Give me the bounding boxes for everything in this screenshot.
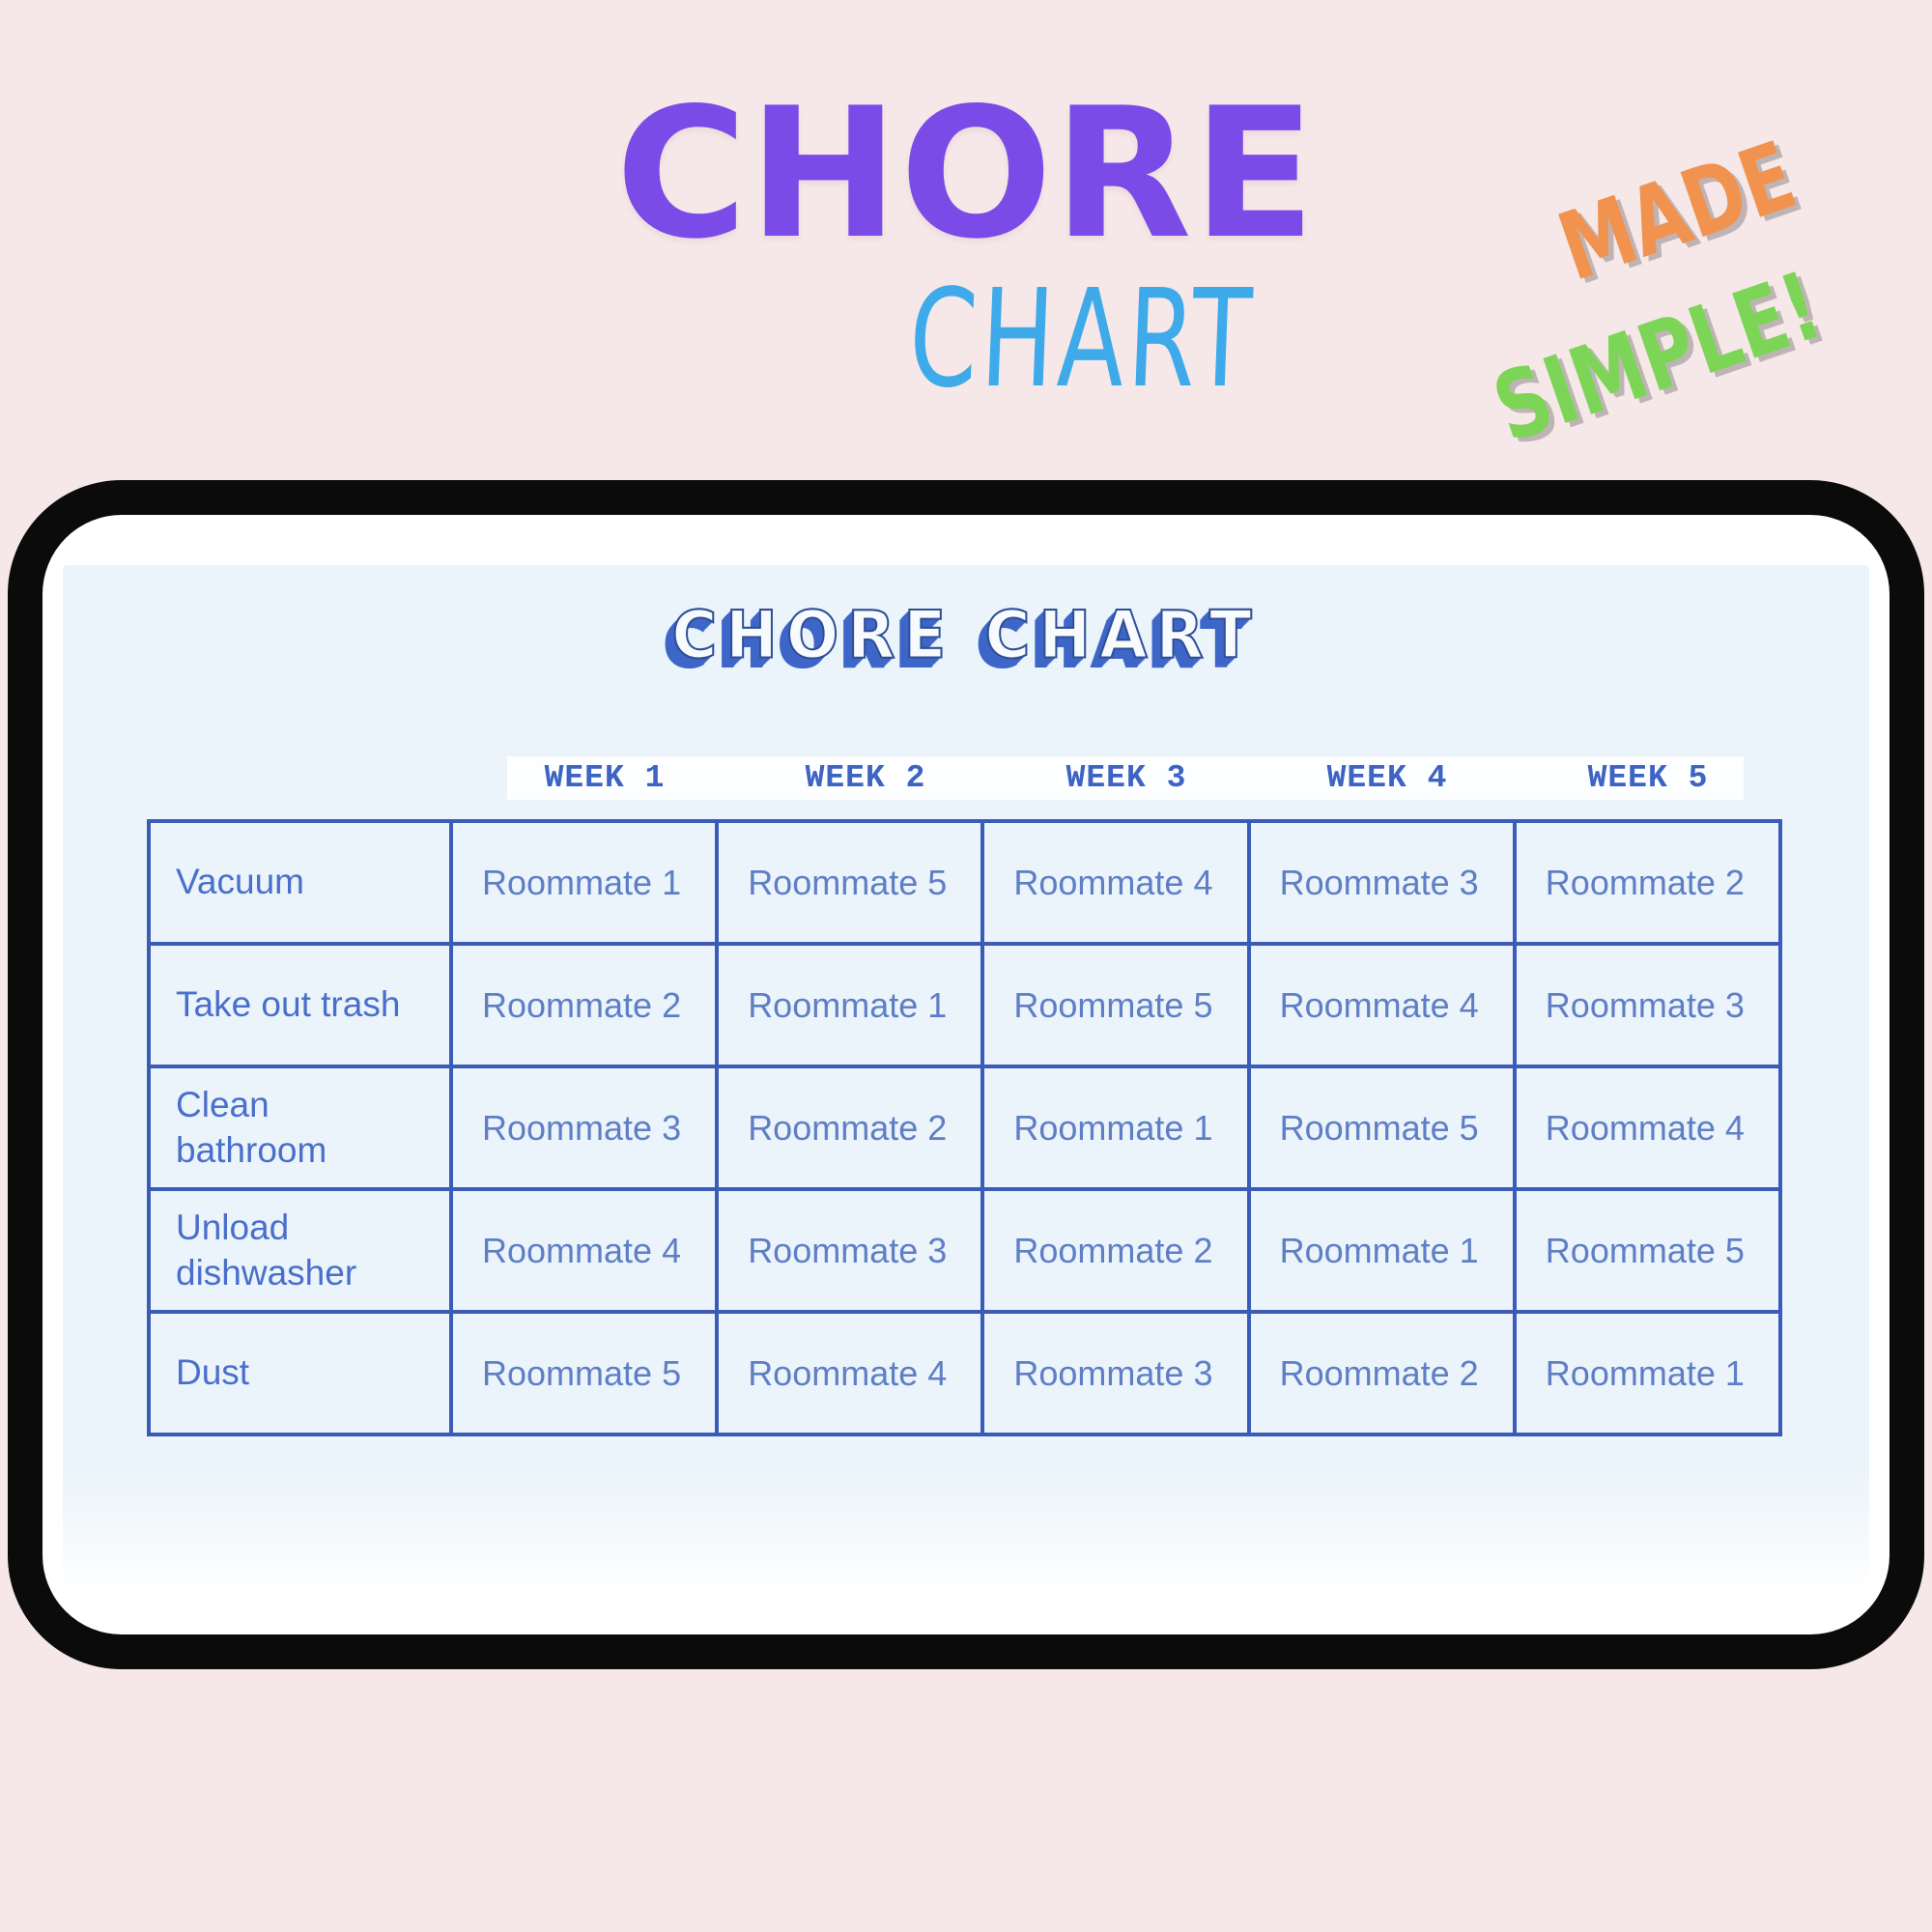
assignment-cell: Roommate 2 xyxy=(1248,1312,1515,1435)
assignment-cell: Roommate 1 xyxy=(1248,1189,1515,1312)
week-header-strip-background xyxy=(507,756,1744,800)
chore-name-cell: Vacuum xyxy=(149,821,451,944)
assignment-cell: Roommate 5 xyxy=(451,1312,718,1435)
chore-name-cell: Dust xyxy=(149,1312,451,1435)
week-header-3: WEEK 3 xyxy=(1065,760,1187,796)
assignment-cell: Roommate 5 xyxy=(1514,1189,1780,1312)
week-header-cells: WEEK 1 WEEK 2 WEEK 3 WEEK 4 WEEK 5 xyxy=(474,756,1778,800)
week-header-4: WEEK 4 xyxy=(1326,760,1448,796)
assignment-cell: Roommate 4 xyxy=(717,1312,983,1435)
week-header-2: WEEK 2 xyxy=(805,760,926,796)
header-subtitle-text: CHART xyxy=(906,261,1258,418)
assignment-cell: Roommate 2 xyxy=(1514,821,1780,944)
assignment-cell: Roommate 3 xyxy=(1248,821,1515,944)
tablet-frame: CHORE CHART WEEK 1 WEEK 2 WEEK 3 WEEK 4 … xyxy=(8,480,1924,1669)
chore-table: Vacuum Roommate 1 Roommate 5 Roommate 4 … xyxy=(147,819,1782,1436)
assignment-cell: Roommate 1 xyxy=(982,1066,1249,1189)
assignment-cell: Roommate 3 xyxy=(1514,944,1780,1066)
chore-page: CHORE CHART WEEK 1 WEEK 2 WEEK 3 WEEK 4 … xyxy=(63,565,1869,1585)
assignment-cell: Roommate 4 xyxy=(982,821,1249,944)
assignment-cell: Roommate 1 xyxy=(1514,1312,1780,1435)
chore-name-cell: Clean bathroom xyxy=(149,1066,451,1189)
assignment-cell: Roommate 3 xyxy=(982,1312,1249,1435)
assignment-cell: Roommate 5 xyxy=(717,821,983,944)
week-header-1: WEEK 1 xyxy=(544,760,666,796)
page-title: CHORE CHART xyxy=(670,597,1261,675)
chore-name-cell: Take out trash xyxy=(149,944,451,1066)
assignment-cell: Roommate 1 xyxy=(451,821,718,944)
assignment-cell: Roommate 2 xyxy=(451,944,718,1066)
assignment-cell: Roommate 4 xyxy=(451,1189,718,1312)
assignment-cell: Roommate 2 xyxy=(717,1066,983,1189)
header-title: CHORE xyxy=(615,69,1317,278)
week-header-5: WEEK 5 xyxy=(1587,760,1709,796)
week-header-strip: WEEK 1 WEEK 2 WEEK 3 WEEK 4 WEEK 5 xyxy=(474,756,1778,800)
chore-name-cell: Unload dishwasher xyxy=(149,1189,451,1312)
assignment-cell: Roommate 1 xyxy=(717,944,983,1066)
assignment-cell: Roommate 5 xyxy=(1248,1066,1515,1189)
assignment-cell: Roommate 3 xyxy=(717,1189,983,1312)
assignment-cell: Roommate 4 xyxy=(1514,1066,1780,1189)
assignment-cell: Roommate 4 xyxy=(1248,944,1515,1066)
assignment-cell: Roommate 5 xyxy=(982,944,1249,1066)
assignment-cell: Roommate 3 xyxy=(451,1066,718,1189)
assignment-cell: Roommate 2 xyxy=(982,1189,1249,1312)
